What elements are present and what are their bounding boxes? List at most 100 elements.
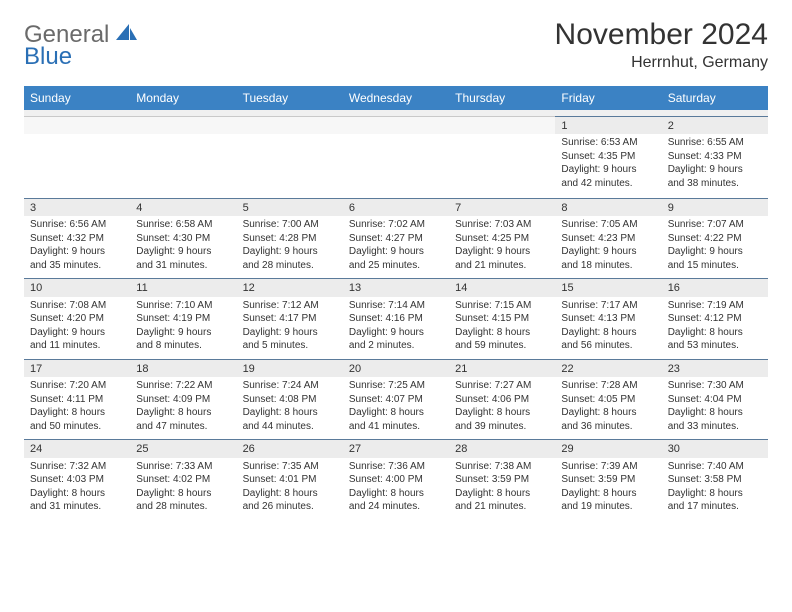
day-content-cell: Sunrise: 7:15 AMSunset: 4:15 PMDaylight:… (449, 297, 555, 360)
sunset-text: Sunset: 4:06 PM (455, 393, 549, 407)
day-number-cell: 29 (555, 440, 661, 458)
day-number-row: 24252627282930 (24, 440, 768, 458)
sunset-text: Sunset: 4:25 PM (455, 232, 549, 246)
day-content-cell: Sunrise: 7:03 AMSunset: 4:25 PMDaylight:… (449, 216, 555, 279)
day-number-cell: 7 (449, 198, 555, 216)
day-number-cell: 21 (449, 359, 555, 377)
day-content-cell: Sunrise: 7:20 AMSunset: 4:11 PMDaylight:… (24, 377, 130, 440)
day-number-cell (237, 116, 343, 134)
daylight-text: Daylight: 8 hours and 21 minutes. (455, 487, 549, 514)
daylight-text: Daylight: 9 hours and 5 minutes. (243, 326, 337, 353)
location-label: Herrnhut, Germany (555, 54, 768, 72)
day-content-cell: Sunrise: 7:08 AMSunset: 4:20 PMDaylight:… (24, 297, 130, 360)
sunrise-text: Sunrise: 7:38 AM (455, 460, 549, 474)
day-content-cell: Sunrise: 7:39 AMSunset: 3:59 PMDaylight:… (555, 458, 661, 520)
logo-sail-icon (116, 24, 138, 47)
sunrise-text: Sunrise: 7:10 AM (136, 299, 230, 313)
sunrise-text: Sunrise: 7:14 AM (349, 299, 443, 313)
sunset-text: Sunset: 4:12 PM (668, 312, 762, 326)
sunrise-text: Sunrise: 7:25 AM (349, 379, 443, 393)
sunrise-text: Sunrise: 7:32 AM (30, 460, 124, 474)
day-number-cell: 20 (343, 359, 449, 377)
calendar-table: Sunday Monday Tuesday Wednesday Thursday… (24, 86, 768, 520)
daylight-text: Daylight: 8 hours and 26 minutes. (243, 487, 337, 514)
sunset-text: Sunset: 4:11 PM (30, 393, 124, 407)
day-content-cell: Sunrise: 7:00 AMSunset: 4:28 PMDaylight:… (237, 216, 343, 279)
daylight-text: Daylight: 9 hours and 31 minutes. (136, 245, 230, 272)
day-number-cell: 6 (343, 198, 449, 216)
sunrise-text: Sunrise: 7:07 AM (668, 218, 762, 232)
sunset-text: Sunset: 4:20 PM (30, 312, 124, 326)
page-header: General Blue November 2024 Herrnhut, Ger… (24, 18, 768, 72)
day-number-row: 12 (24, 116, 768, 134)
daylight-text: Daylight: 8 hours and 50 minutes. (30, 406, 124, 433)
sunset-text: Sunset: 4:33 PM (668, 150, 762, 164)
daylight-text: Daylight: 9 hours and 21 minutes. (455, 245, 549, 272)
logo: General Blue (24, 22, 138, 69)
title-block: November 2024 Herrnhut, Germany (555, 18, 768, 72)
day-content-cell: Sunrise: 7:02 AMSunset: 4:27 PMDaylight:… (343, 216, 449, 279)
weekday-header: Monday (130, 86, 236, 110)
sunset-text: Sunset: 4:16 PM (349, 312, 443, 326)
sunrise-text: Sunrise: 7:05 AM (561, 218, 655, 232)
logo-text: General Blue (24, 22, 138, 69)
sunrise-text: Sunrise: 7:28 AM (561, 379, 655, 393)
daylight-text: Daylight: 9 hours and 15 minutes. (668, 245, 762, 272)
sunset-text: Sunset: 4:05 PM (561, 393, 655, 407)
sunset-text: Sunset: 4:35 PM (561, 150, 655, 164)
weekday-header: Friday (555, 86, 661, 110)
day-number-cell: 8 (555, 198, 661, 216)
day-content-cell: Sunrise: 6:55 AMSunset: 4:33 PMDaylight:… (662, 134, 768, 198)
day-content-cell: Sunrise: 7:38 AMSunset: 3:59 PMDaylight:… (449, 458, 555, 520)
sunset-text: Sunset: 4:32 PM (30, 232, 124, 246)
day-number-cell: 25 (130, 440, 236, 458)
daylight-text: Daylight: 9 hours and 11 minutes. (30, 326, 124, 353)
day-number-row: 3456789 (24, 198, 768, 216)
weekday-header-row: Sunday Monday Tuesday Wednesday Thursday… (24, 86, 768, 110)
daylight-text: Daylight: 9 hours and 2 minutes. (349, 326, 443, 353)
weekday-header: Tuesday (237, 86, 343, 110)
weekday-header: Thursday (449, 86, 555, 110)
day-content-cell: Sunrise: 7:05 AMSunset: 4:23 PMDaylight:… (555, 216, 661, 279)
daylight-text: Daylight: 8 hours and 24 minutes. (349, 487, 443, 514)
day-number-cell: 3 (24, 198, 130, 216)
day-content-cell (343, 134, 449, 198)
day-number-cell: 28 (449, 440, 555, 458)
day-number-cell (24, 116, 130, 134)
daylight-text: Daylight: 9 hours and 35 minutes. (30, 245, 124, 272)
sunset-text: Sunset: 4:17 PM (243, 312, 337, 326)
day-number-cell: 4 (130, 198, 236, 216)
daylight-text: Daylight: 9 hours and 25 minutes. (349, 245, 443, 272)
day-content-cell: Sunrise: 7:14 AMSunset: 4:16 PMDaylight:… (343, 297, 449, 360)
day-content-cell: Sunrise: 7:30 AMSunset: 4:04 PMDaylight:… (662, 377, 768, 440)
sunset-text: Sunset: 3:59 PM (561, 473, 655, 487)
sunset-text: Sunset: 4:30 PM (136, 232, 230, 246)
day-content-row: Sunrise: 7:08 AMSunset: 4:20 PMDaylight:… (24, 297, 768, 360)
daylight-text: Daylight: 8 hours and 53 minutes. (668, 326, 762, 353)
daylight-text: Daylight: 8 hours and 36 minutes. (561, 406, 655, 433)
sunrise-text: Sunrise: 7:02 AM (349, 218, 443, 232)
sunset-text: Sunset: 4:07 PM (349, 393, 443, 407)
day-content-cell: Sunrise: 7:24 AMSunset: 4:08 PMDaylight:… (237, 377, 343, 440)
day-content-row: Sunrise: 7:32 AMSunset: 4:03 PMDaylight:… (24, 458, 768, 520)
day-content-cell: Sunrise: 7:17 AMSunset: 4:13 PMDaylight:… (555, 297, 661, 360)
day-number-cell: 30 (662, 440, 768, 458)
sunrise-text: Sunrise: 7:24 AM (243, 379, 337, 393)
day-content-cell (449, 134, 555, 198)
sunset-text: Sunset: 4:23 PM (561, 232, 655, 246)
day-number-row: 10111213141516 (24, 279, 768, 297)
daylight-text: Daylight: 8 hours and 56 minutes. (561, 326, 655, 353)
sunset-text: Sunset: 4:13 PM (561, 312, 655, 326)
sunrise-text: Sunrise: 6:53 AM (561, 136, 655, 150)
sunrise-text: Sunrise: 7:19 AM (668, 299, 762, 313)
day-number-cell (343, 116, 449, 134)
day-content-cell: Sunrise: 7:22 AMSunset: 4:09 PMDaylight:… (130, 377, 236, 440)
daylight-text: Daylight: 8 hours and 31 minutes. (30, 487, 124, 514)
day-content-cell: Sunrise: 7:27 AMSunset: 4:06 PMDaylight:… (449, 377, 555, 440)
daylight-text: Daylight: 8 hours and 33 minutes. (668, 406, 762, 433)
day-number-cell: 1 (555, 116, 661, 134)
daylight-text: Daylight: 8 hours and 17 minutes. (668, 487, 762, 514)
calendar-body: 12 Sunrise: 6:53 AMSunset: 4:35 PM Dayligh… (24, 116, 768, 520)
day-number-cell: 13 (343, 279, 449, 297)
sunrise-text: Sunrise: 7:35 AM (243, 460, 337, 474)
